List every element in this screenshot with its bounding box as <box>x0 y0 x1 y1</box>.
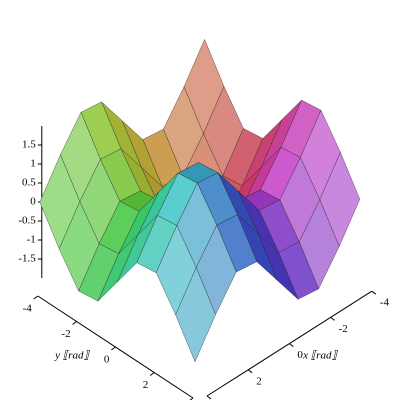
x-tick <box>371 290 377 295</box>
y-tick <box>33 295 39 300</box>
y-tick <box>72 321 77 325</box>
y-tick-label: -2 <box>61 328 70 340</box>
x-tick <box>330 316 335 321</box>
y-tick <box>111 346 116 351</box>
y-tick-label: 0 <box>104 354 110 366</box>
y-tick <box>149 372 155 376</box>
x-tick <box>247 369 253 374</box>
y-tick-label: 2 <box>143 379 149 391</box>
z-tick-label: 0.5 <box>22 177 36 189</box>
z-tick-label: 1 <box>30 158 36 170</box>
z-tick-label: 1.5 <box>22 139 36 151</box>
x-tick <box>206 395 212 400</box>
y-axis-label: y ⟦rad⟧ <box>54 350 90 362</box>
surface-patch <box>175 266 216 363</box>
x-axis-label: x ⟦rad⟧ <box>302 350 338 362</box>
x-tick <box>289 343 294 348</box>
x-tick-label: 2 <box>256 375 262 387</box>
x-tick-label: -2 <box>339 323 348 335</box>
y-tick-label: -4 <box>23 303 33 315</box>
z-tick-label: -1.5 <box>18 253 36 265</box>
x-tick-label: 0 <box>297 349 303 361</box>
x-tick-label: -4 <box>380 297 390 309</box>
z-tick-label: -1 <box>27 234 36 246</box>
z-tick-label: 0 <box>30 196 36 208</box>
z-tick-label: -0.5 <box>18 215 36 227</box>
